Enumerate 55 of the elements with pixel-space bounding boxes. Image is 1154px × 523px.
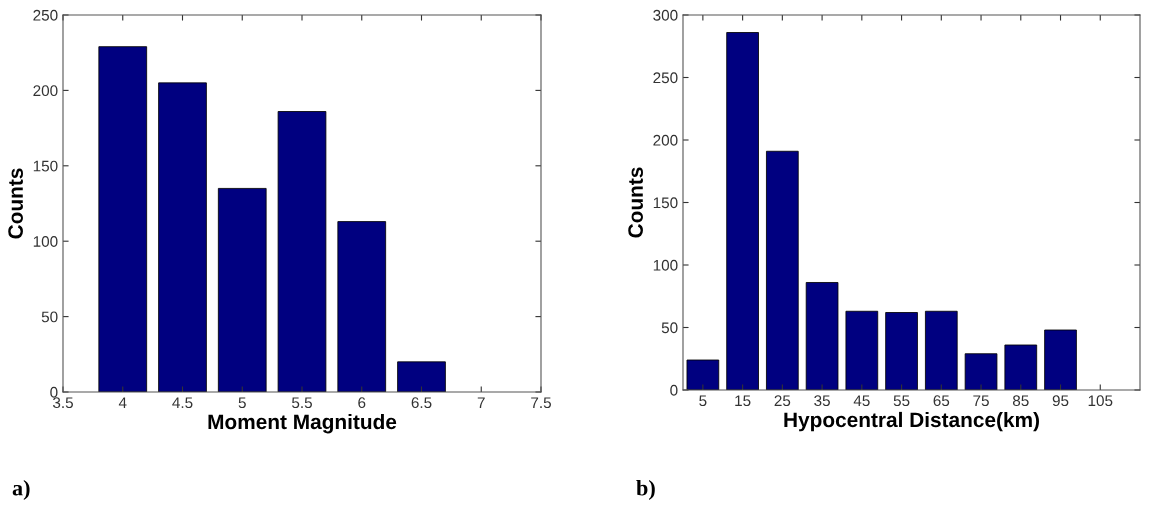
y-tick-label: 0 xyxy=(670,384,678,396)
bar xyxy=(337,221,387,392)
text: a) xyxy=(12,479,30,501)
x-axis-title: Moment Magnitude xyxy=(208,413,397,434)
x-tick-label: 4 xyxy=(118,397,127,408)
y-tick-label: 150 xyxy=(33,160,58,172)
bar xyxy=(98,46,148,392)
y-axis-title: Counts xyxy=(8,168,23,239)
y-tick-label: 0 xyxy=(50,386,58,398)
bar xyxy=(217,188,267,392)
bar xyxy=(1004,344,1038,390)
bar xyxy=(766,150,799,390)
bar xyxy=(726,32,759,390)
x-tick-label: 7 xyxy=(477,397,485,408)
bar xyxy=(964,353,998,390)
y-tick-label: 300 xyxy=(653,9,678,21)
bar xyxy=(397,361,446,392)
x-tick-label: 6.5 xyxy=(411,397,432,409)
y-tick-label: 250 xyxy=(33,9,58,21)
y-tick-label: 200 xyxy=(33,85,58,97)
x-tick-label: 55 xyxy=(893,395,910,407)
bar xyxy=(686,359,720,390)
bar xyxy=(158,82,207,392)
y-axis-title: Counts xyxy=(628,167,643,238)
bar xyxy=(805,282,839,390)
text: b) xyxy=(636,479,655,501)
x-tick-label: 5.5 xyxy=(291,397,312,409)
x-tick-label: 7.5 xyxy=(531,397,551,409)
y-tick-label: 100 xyxy=(653,259,678,271)
x-tick-label: 105 xyxy=(1088,395,1113,407)
bar xyxy=(924,310,958,390)
y-tick-label: 50 xyxy=(41,311,58,323)
y-tick-label: 50 xyxy=(661,322,678,334)
y-tick-label: 150 xyxy=(653,197,678,209)
x-tick-label: 25 xyxy=(774,395,791,407)
y-tick-label: 100 xyxy=(33,236,58,247)
x-tick-label: 6 xyxy=(358,397,366,409)
bar xyxy=(885,312,918,390)
x-tick-label: 85 xyxy=(1012,395,1029,407)
x-tick-label: 15 xyxy=(735,395,751,407)
x-tick-label: 35 xyxy=(814,395,830,407)
y-tick-label: 200 xyxy=(653,134,678,146)
x-tick-label: 4.5 xyxy=(172,397,193,409)
x-tick-label: 5 xyxy=(699,395,707,407)
x-axis-title: Hypocentral Distance(km) xyxy=(784,411,1039,432)
x-tick-label: 45 xyxy=(853,395,870,407)
x-tick-label: 95 xyxy=(1052,395,1069,407)
bar xyxy=(1044,329,1077,390)
x-tick-label: 65 xyxy=(933,395,950,407)
y-tick-label: 250 xyxy=(653,72,678,84)
x-tick-label: 75 xyxy=(973,395,989,407)
bar xyxy=(277,111,327,392)
bar xyxy=(845,310,879,390)
x-tick-label: 3.5 xyxy=(52,397,73,409)
x-tick-label: 5 xyxy=(238,397,246,409)
